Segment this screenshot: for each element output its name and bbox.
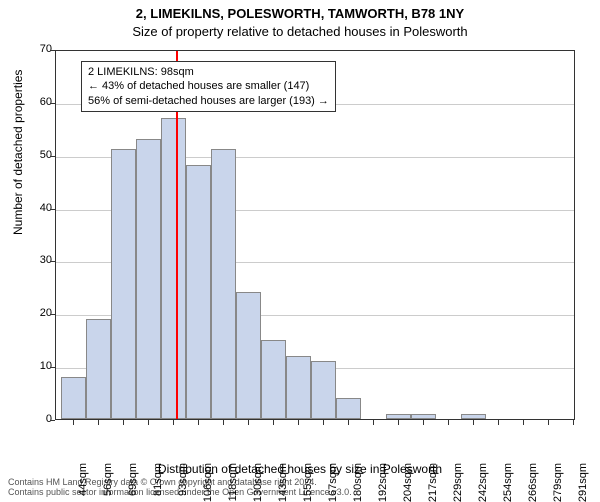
- x-tick-label: 229sqm: [452, 463, 464, 502]
- x-tick-label: 69sqm: [127, 463, 139, 496]
- x-tick-label: 106sqm: [202, 463, 214, 502]
- x-tick: [348, 420, 349, 425]
- y-tick: [50, 314, 55, 315]
- histogram-bar: [236, 292, 261, 419]
- infobox-line1: 2 LIMEKILNS: 98sqm: [88, 66, 194, 78]
- y-tick: [50, 156, 55, 157]
- x-tick-label: 180sqm: [352, 463, 364, 502]
- x-tick-label: 44sqm: [77, 463, 89, 496]
- histogram-bar: [411, 414, 436, 419]
- x-tick: [223, 420, 224, 425]
- x-tick: [398, 420, 399, 425]
- x-tick: [573, 420, 574, 425]
- x-tick: [523, 420, 524, 425]
- y-tick-label: 50: [40, 149, 52, 161]
- x-tick: [448, 420, 449, 425]
- x-tick-label: 155sqm: [302, 463, 314, 502]
- histogram-bar: [336, 398, 361, 419]
- x-tick-label: 217sqm: [427, 463, 439, 502]
- x-tick-label: 242sqm: [477, 463, 489, 502]
- y-tick: [50, 209, 55, 210]
- histogram-bar: [111, 149, 136, 419]
- x-tick-label: 93sqm: [177, 463, 189, 496]
- x-tick-label: 279sqm: [552, 463, 564, 502]
- y-tick: [50, 103, 55, 104]
- y-tick-label: 20: [40, 307, 52, 319]
- x-tick-label: 192sqm: [377, 463, 389, 502]
- y-tick-label: 40: [40, 202, 52, 214]
- y-tick-label: 0: [40, 413, 52, 425]
- x-tick-label: 254sqm: [502, 463, 514, 502]
- x-tick-label: 167sqm: [327, 463, 339, 502]
- y-tick-label: 10: [40, 360, 52, 372]
- x-tick: [373, 420, 374, 425]
- x-tick: [98, 420, 99, 425]
- plot-area: 2 LIMEKILNS: 98sqm ← 43% of detached hous…: [55, 50, 575, 420]
- histogram-bar: [461, 414, 486, 419]
- x-tick: [273, 420, 274, 425]
- histogram-bar: [136, 139, 161, 419]
- x-tick: [498, 420, 499, 425]
- histogram-bar: [86, 319, 111, 419]
- x-tick-label: 118sqm: [227, 463, 239, 501]
- y-tick: [50, 261, 55, 262]
- y-tick: [50, 50, 55, 51]
- x-tick: [73, 420, 74, 425]
- infobox-line2: ← 43% of detached houses are smaller (14…: [88, 80, 309, 92]
- histogram-bar: [186, 165, 211, 419]
- x-tick: [148, 420, 149, 425]
- x-tick-label: 266sqm: [527, 463, 539, 502]
- x-tick-label: 204sqm: [402, 463, 414, 502]
- chart-title-address: 2, LIMEKILNS, POLESWORTH, TAMWORTH, B78 …: [0, 6, 600, 21]
- chart-subtitle: Size of property relative to detached ho…: [0, 24, 600, 39]
- y-tick: [50, 367, 55, 368]
- y-axis-title: Number of detached properties: [11, 70, 25, 235]
- y-tick-label: 30: [40, 254, 52, 266]
- x-tick: [548, 420, 549, 425]
- x-tick: [473, 420, 474, 425]
- chart-container: { "title_line1": "2, LIMEKILNS, POLESWOR…: [0, 0, 600, 500]
- x-tick: [323, 420, 324, 425]
- x-tick-label: 291sqm: [577, 463, 589, 502]
- x-tick: [123, 420, 124, 425]
- property-info-box: 2 LIMEKILNS: 98sqm ← 43% of detached hous…: [81, 61, 336, 112]
- x-tick-label: 81sqm: [152, 463, 164, 496]
- histogram-bar: [161, 118, 186, 419]
- y-tick-label: 70: [40, 43, 52, 55]
- x-tick: [298, 420, 299, 425]
- y-tick-label: 60: [40, 96, 52, 108]
- histogram-bar: [261, 340, 286, 419]
- x-tick: [248, 420, 249, 425]
- x-tick-label: 143sqm: [277, 463, 289, 502]
- x-tick-label: 130sqm: [252, 463, 264, 502]
- histogram-bar: [386, 414, 411, 419]
- histogram-bar: [61, 377, 86, 419]
- histogram-bar: [211, 149, 236, 419]
- infobox-line3: 56% of semi-detached houses are larger (…: [88, 95, 329, 107]
- y-tick: [50, 420, 55, 421]
- x-tick-label: 56sqm: [102, 463, 114, 496]
- x-tick: [173, 420, 174, 425]
- histogram-bar: [311, 361, 336, 419]
- x-tick: [423, 420, 424, 425]
- x-tick: [198, 420, 199, 425]
- histogram-bar: [286, 356, 311, 419]
